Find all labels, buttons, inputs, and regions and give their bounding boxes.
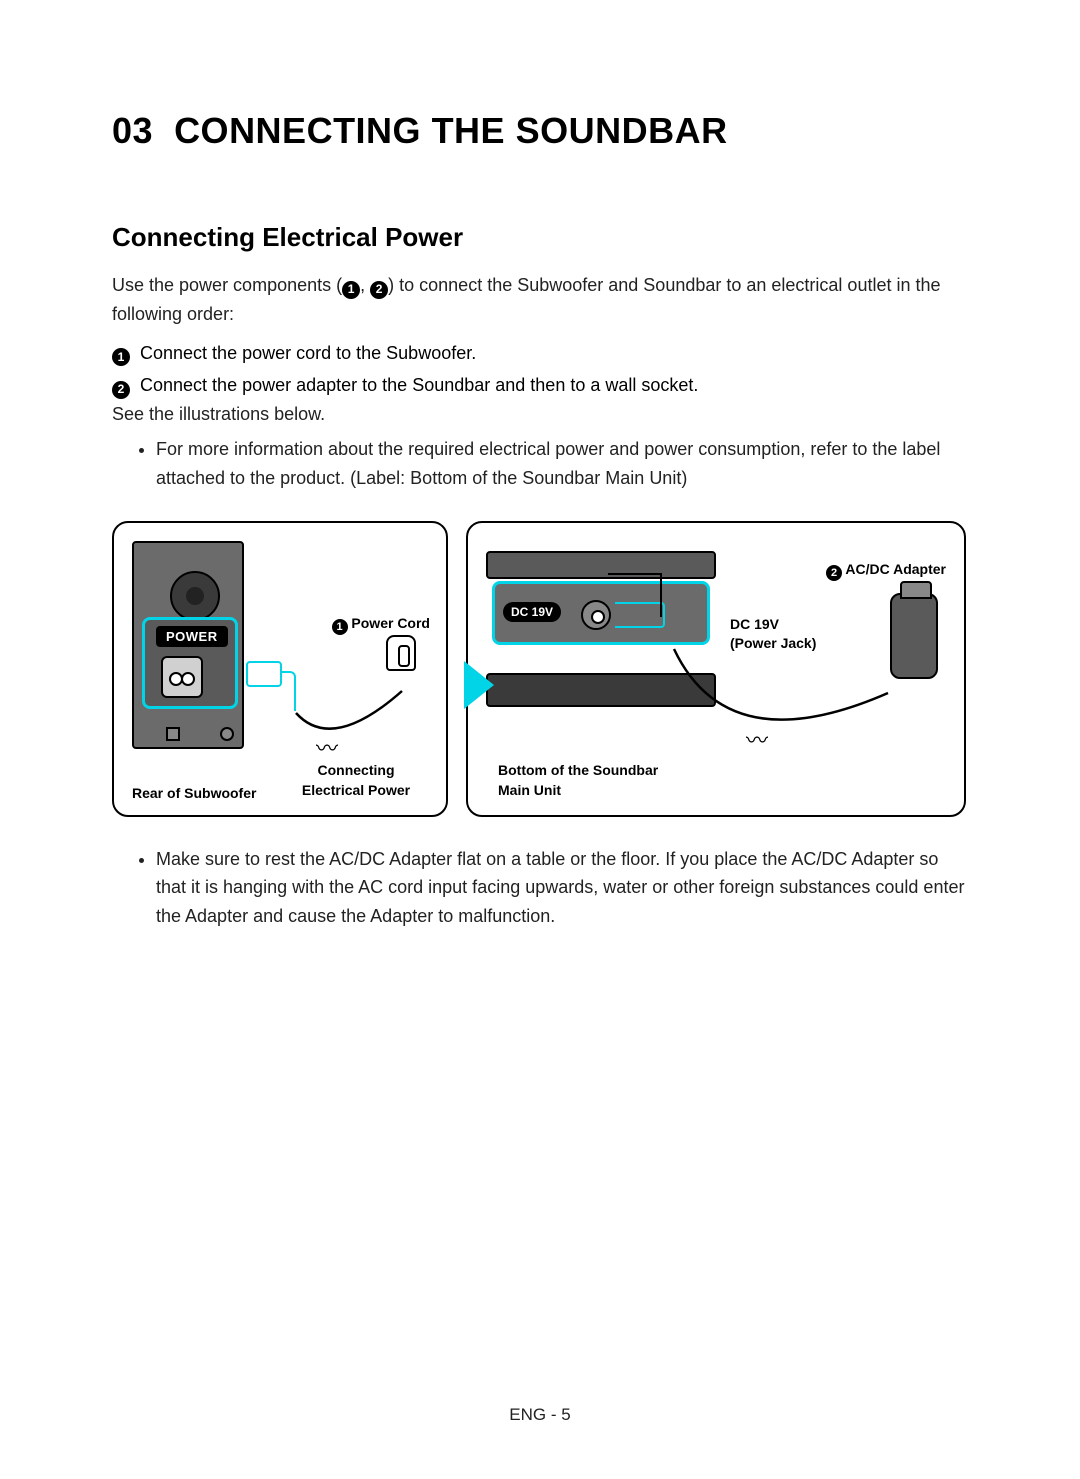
marker-1-icon: 1 xyxy=(112,348,130,366)
marker-1-icon: 1 xyxy=(332,619,348,635)
marker-2-icon: 2 xyxy=(370,281,388,299)
info-bullet-list: For more information about the required … xyxy=(112,435,968,493)
marker-1-icon: 1 xyxy=(342,281,360,299)
step-2: 2 Connect the power adapter to the Sound… xyxy=(112,371,968,400)
soundbar-top-icon xyxy=(486,551,716,579)
caption-connecting-power: Connecting Electrical Power xyxy=(286,761,426,800)
warning-bullet-list: Make sure to rest the AC/DC Adapter flat… xyxy=(112,845,968,931)
chapter-number: 03 xyxy=(112,110,153,151)
plug-icon xyxy=(246,661,282,687)
section-title: Connecting Electrical Power xyxy=(112,222,968,253)
intro-text: Use the power components (1, 2) to conne… xyxy=(112,271,968,329)
power-cord-label: 1 Power Cord xyxy=(332,615,430,635)
subwoofer-speaker-icon xyxy=(170,571,220,621)
subwoofer-foot-icon xyxy=(166,727,180,741)
cable-icon xyxy=(668,643,898,733)
marker-2-icon: 2 xyxy=(112,381,130,399)
caption-rear-subwoofer: Rear of Subwoofer xyxy=(132,785,256,801)
cable-break-icon: 〰 xyxy=(746,723,768,755)
see-text: See the illustrations below. xyxy=(112,400,968,429)
chapter-name: CONNECTING THE SOUNDBAR xyxy=(174,110,728,151)
cable-break-icon: 〰 xyxy=(316,731,338,763)
dc-19v-label: DC 19V xyxy=(503,602,561,622)
marker-2-icon: 2 xyxy=(826,565,842,581)
chapter-title: 03 CONNECTING THE SOUNDBAR xyxy=(112,110,968,152)
step-1: 1 Connect the power cord to the Subwoofe… xyxy=(112,339,968,368)
dc-jack-icon xyxy=(581,600,611,630)
power-cord-end-icon xyxy=(386,635,416,671)
callout-line-icon xyxy=(608,573,662,617)
arrow-right-icon xyxy=(464,661,494,709)
bullet-item: Make sure to rest the AC/DC Adapter flat… xyxy=(156,845,968,931)
power-socket-icon xyxy=(161,656,203,698)
bullet-item: For more information about the required … xyxy=(156,435,968,493)
cable-icon xyxy=(292,683,412,743)
page-footer: ENG - 5 xyxy=(0,1405,1080,1425)
caption-soundbar-bottom: Bottom of the Soundbar Main Unit xyxy=(498,761,668,800)
diagram-soundbar: DC 19V DC 19V (Power Jack) 2 AC/DC Adapt… xyxy=(466,521,966,817)
subwoofer-power-panel: POWER xyxy=(142,617,238,709)
diagram-row: POWER 1 Power Cord 〰 Rear of Subwoofer C… xyxy=(112,521,968,817)
power-label: POWER xyxy=(156,626,228,647)
adapter-label: 2 AC/DC Adapter xyxy=(826,561,946,581)
diagram-subwoofer: POWER 1 Power Cord 〰 Rear of Subwoofer C… xyxy=(112,521,448,817)
soundbar-jack-region: DC 19V xyxy=(492,581,710,645)
subwoofer-foot-icon xyxy=(220,727,234,741)
